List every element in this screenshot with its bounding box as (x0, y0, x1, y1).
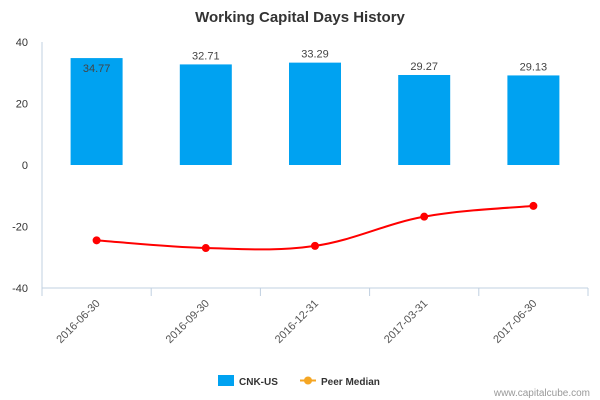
line-point (311, 241, 319, 250)
x-tick-label: 2016-09-30 (164, 298, 212, 346)
y-tick-label: -20 (12, 222, 28, 234)
legend-swatch-cnk-us (218, 375, 234, 386)
credit-text: www.capitalcube.com (493, 388, 590, 399)
legend-label-cnk-us: CNK-US (239, 377, 278, 388)
line-point (420, 212, 429, 221)
bar (398, 74, 451, 165)
bar (179, 64, 232, 165)
bar-data-label: 34.77 (83, 63, 111, 75)
legend-label-peer-median: Peer Median (321, 377, 380, 388)
legend-marker-peer-median (304, 376, 312, 385)
x-tick-label: 2016-12-31 (273, 298, 321, 346)
y-tick-label: -40 (12, 283, 28, 295)
y-tick-label: 40 (16, 37, 28, 49)
y-axis: 40 20 0 -20 -40 (12, 37, 43, 295)
bar-data-label: 29.27 (410, 61, 438, 73)
x-tick-label: 2017-03-31 (382, 298, 430, 346)
y-tick-label: 0 (22, 160, 28, 172)
bar-series (70, 58, 560, 166)
line-point (92, 236, 101, 245)
bar (289, 62, 341, 165)
line-series (92, 201, 538, 253)
bar-data-label: 33.29 (301, 49, 329, 61)
x-axis: 2016-06-30 2016-09-30 2016-12-31 2017-03-31… (41, 287, 589, 346)
bar (507, 75, 560, 165)
bar (70, 58, 123, 166)
legend: CNK-US Peer Median (218, 375, 380, 388)
y-tick-label: 20 (16, 99, 28, 111)
x-tick-label: 2017-06-30 (491, 298, 539, 346)
chart-title: Working Capital Days History (195, 9, 405, 26)
line-point (201, 244, 210, 253)
bar-data-label: 29.13 (520, 61, 548, 73)
line-point (529, 201, 538, 210)
bar-data-label: 32.71 (192, 50, 220, 62)
bar-data-labels: 34.77 32.71 33.29 29.27 29.13 (83, 49, 547, 75)
x-tick-label: 2016-06-30 (54, 298, 102, 346)
